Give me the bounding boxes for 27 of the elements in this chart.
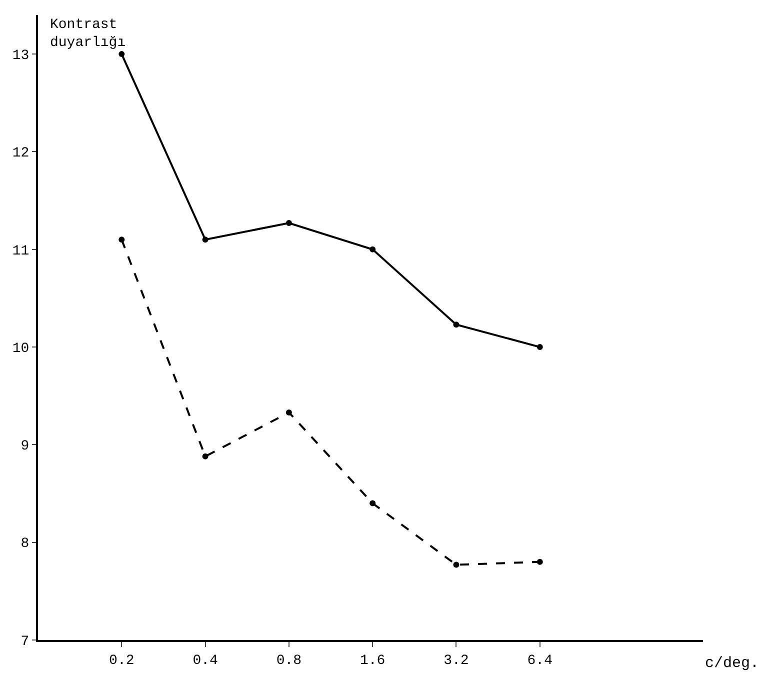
x-tick-label: 0.4 xyxy=(192,652,218,669)
point xyxy=(202,453,208,460)
x-tick-label: 3.2 xyxy=(444,652,469,669)
x-tick-label: 0.8 xyxy=(276,652,302,669)
point xyxy=(118,51,125,58)
y-tick-label: 12 xyxy=(12,146,30,162)
y-tick-label: 11 xyxy=(12,243,30,260)
point xyxy=(536,558,543,565)
x-tick-label: 1.6 xyxy=(360,652,386,669)
y-tick-label: 13 xyxy=(12,48,30,64)
point xyxy=(370,500,376,506)
y-tick-label: 7 xyxy=(20,634,30,650)
point xyxy=(536,344,543,350)
x-tick-label: 6.4 xyxy=(527,652,552,669)
point xyxy=(202,236,208,243)
point xyxy=(453,322,460,328)
point xyxy=(118,236,125,243)
y-tick-label: 9 xyxy=(20,438,30,455)
y-tick-label: 10 xyxy=(12,340,30,357)
point xyxy=(453,562,460,568)
point xyxy=(370,246,376,252)
y-tick-label: 8 xyxy=(20,536,30,552)
text: c/deg. xyxy=(705,655,760,672)
point xyxy=(286,220,292,226)
x-tick-label: 0.2 xyxy=(109,652,134,669)
y-axis-title: Kontrast duyarlığı xyxy=(50,17,126,52)
point xyxy=(286,409,292,416)
